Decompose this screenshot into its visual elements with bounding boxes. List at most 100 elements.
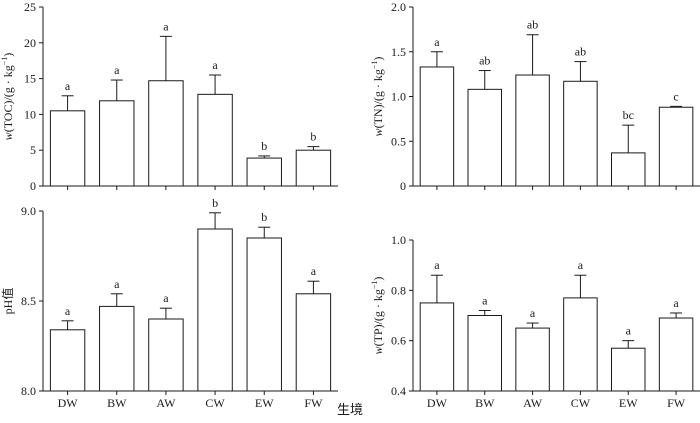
y-axis-label-exponent: −1 [370,61,379,70]
bar-dw [49,110,86,187]
y-axis-label: pH值 [0,288,15,315]
y-axis-label-text: pH值 [0,288,15,315]
bar-ew [611,152,646,187]
bar-dw [49,329,86,392]
x-tick-label: DW [427,396,448,410]
y-tick-label: 0.8 [391,283,406,297]
y-tick-label: 1.5 [391,45,406,59]
bar-dw [419,302,455,392]
bar-fw [658,106,694,187]
y-tick-label: 15 [24,72,36,86]
y-tick-label: 0.5 [391,134,406,148]
y-axis-label-text: (TN)/(g · kg [371,69,385,128]
bar-ew [246,237,282,392]
y-axis-label-close: ) [371,57,385,61]
bar-cw [197,228,233,392]
significance-letter: a [114,63,120,77]
y-axis-label-text: (TOC)/(g · kg [1,65,15,132]
significance-letter: a [482,293,488,307]
y-tick-label: 20 [24,36,36,50]
y-tick-label: 2.0 [391,0,406,14]
bar-fw [295,149,332,187]
bar-aw [148,318,184,392]
y-tick-label: 8.0 [21,384,36,398]
significance-letter: c [673,89,678,103]
x-tick-label: BW [107,396,127,410]
y-axis-label: w(TN)/(g · kg−1) [370,57,385,137]
significance-letter: b [261,210,267,224]
y-axis-label-symbol: w [371,128,385,136]
habitat-axis-label: 生境 [337,402,363,417]
significance-letter: ab [527,18,538,32]
panel-toc: 0 5 10 15 20 25 w(TOC)/(g · kg−1) a a a a b b [0,0,338,193]
bar-bw [99,305,135,392]
bar-aw [515,74,550,187]
y-tick-label: 0 [400,179,406,193]
significance-letter: a [65,79,71,93]
x-tick-label: BW [475,396,495,410]
y-tick-label: 9.0 [21,204,36,218]
significance-letter: b [310,130,316,144]
significance-letter: ab [479,54,490,68]
x-tick-label: CW [205,396,225,410]
bar-bw [467,315,502,392]
y-tick-label: 25 [24,0,36,14]
significance-letter: bc [623,108,634,122]
bar-aw [515,327,550,392]
significance-letter: a [163,291,169,305]
y-tick-label: 1.0 [391,233,406,247]
y-axis-label-close: ) [1,53,15,57]
bar-bw [99,100,135,187]
x-tick-label: AW [523,396,543,410]
significance-letter: a [65,304,71,318]
bar-fw [295,293,332,392]
significance-letter: b [261,139,267,153]
y-tick-label: 0.6 [391,334,406,348]
y-tick-label: 8.5 [21,294,36,308]
bar-aw [148,80,184,187]
y-axis-label-text: (TP)/(g · kg [371,289,385,346]
significance-letter: a [673,296,679,310]
x-tick-label: EW [255,396,274,410]
y-axis-label-symbol: w [371,346,385,354]
y-tick-label: 1.0 [391,90,406,104]
bar-ew [246,157,282,187]
y-axis-label-exponent: −1 [370,281,379,290]
significance-letter: a [578,258,584,272]
panel-tn: 0 0.5 1.0 1.5 2.0 w(TN)/(g · kg−1) a ab ab ab bc c [370,0,700,193]
x-tick-label: CW [571,396,591,410]
panel-tp: 0.4 0.6 0.8 1.0 w(TP)/(g · kg−1) a DW a BW a AW a CW… [370,233,700,410]
x-tick-label: DW [58,396,79,410]
x-tick-label: FW [667,396,686,410]
panel-ph: 8.0 8.5 9.0 pH值 a DW a BW a AW b CW b EW a FW [0,196,338,410]
significance-letter: a [434,258,440,272]
significance-letter: a [163,19,169,33]
bar-dw [419,66,455,187]
significance-letter: a [530,306,536,320]
x-tick-label: FW [304,396,323,410]
y-axis-label-symbol: w [1,132,15,140]
y-tick-label: 10 [24,107,36,121]
bar-cw [197,93,233,187]
bar-bw [467,88,502,187]
y-tick-label: 0.4 [391,384,406,398]
significance-letter: ab [575,45,586,59]
significance-letter: a [311,264,317,278]
significance-letter: a [212,58,218,72]
y-tick-label: 0 [30,179,36,193]
significance-letter: a [434,35,440,49]
y-axis-label: w(TP)/(g · kg−1) [370,277,385,355]
x-tick-label: EW [619,396,638,410]
bar-fw [658,317,694,392]
y-tick-label: 5 [30,143,36,157]
bar-cw [563,297,598,392]
bar-ew [611,347,646,392]
x-tick-label: AW [156,396,176,410]
y-axis-label-exponent: −1 [0,57,9,66]
significance-letter: b [212,196,218,210]
y-axis-label: w(TOC)/(g · kg−1) [0,53,15,141]
significance-letter: a [114,277,120,291]
bar-cw [563,80,598,187]
y-axis-label-close: ) [371,277,385,281]
